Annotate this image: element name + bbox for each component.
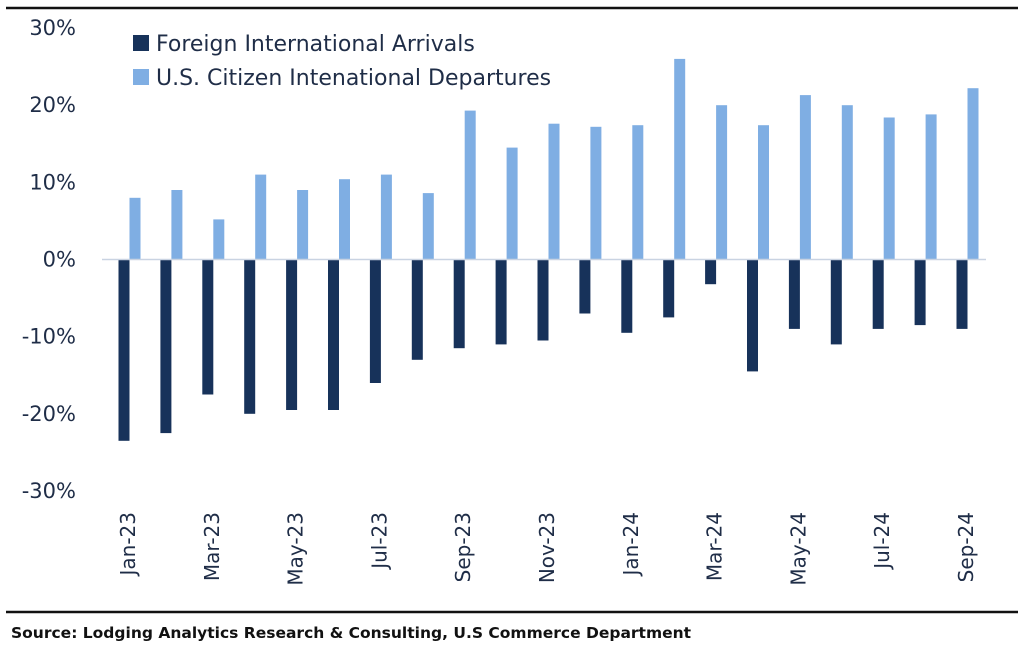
y-tick-label: -20% [22,402,76,426]
bar-us-departures [548,123,560,260]
bar-foreign-arrivals [286,259,298,410]
bar-us-departures [674,58,686,260]
x-tick-label: Nov-23 [535,512,559,583]
legend-swatch-arrivals [133,35,149,51]
x-tick-label: Jan-23 [116,512,140,578]
bar-us-departures [255,174,267,260]
bar-foreign-arrivals [411,259,423,360]
bar-foreign-arrivals [956,259,968,329]
bar-foreign-arrivals [369,259,381,383]
x-tick-label: Sep-24 [954,512,978,582]
x-tick-label: Sep-23 [451,512,475,582]
source-note: Source: Lodging Analytics Research & Con… [11,624,692,642]
bar-foreign-arrivals [705,259,717,285]
bar-us-departures [925,114,937,260]
legend-swatch-departures [133,69,149,85]
bar-us-departures [380,174,392,260]
y-tick-label: -30% [22,479,76,503]
y-axis-ticks: 30% 20% 10% 0% -10% -20% -30% [22,16,76,503]
x-tick-label: Mar-24 [703,512,727,581]
bar-us-departures [799,95,811,260]
legend-label-departures: U.S. Citizen Intenational Departures [156,66,551,91]
bar-us-departures [213,219,225,260]
bar-foreign-arrivals [914,259,926,326]
bar-us-departures [883,117,895,260]
legend: Foreign International Arrivals U.S. Citi… [133,32,551,91]
y-tick-label: -10% [22,325,76,349]
x-tick-label: May-23 [284,512,308,586]
bar-foreign-arrivals [621,259,633,333]
bar-foreign-arrivals [663,259,675,318]
bar-us-departures [506,147,518,260]
x-tick-label: Jul-24 [870,512,894,571]
bar-us-departures [590,126,602,260]
bar-foreign-arrivals [579,259,591,314]
bar-foreign-arrivals [202,259,214,395]
bar-foreign-arrivals [830,259,842,345]
bar-us-departures [716,105,728,260]
y-tick-label: 30% [29,16,76,40]
bar-us-departures [841,105,853,260]
y-tick-label: 0% [43,248,76,272]
x-tick-label: May-24 [786,512,810,586]
x-axis-ticks: Jan-23 Mar-23 May-23 Jul-23 Sep-23 Nov-23 Jan-… [116,512,978,586]
bar-us-departures [422,193,434,260]
bar-us-departures [464,110,476,260]
x-tick-label: Mar-23 [200,512,224,581]
bar-us-departures [171,190,183,260]
bar-foreign-arrivals [244,259,256,414]
bar-foreign-arrivals [328,259,339,410]
bar-foreign-arrivals [160,259,172,434]
bar-us-departures [632,125,644,260]
bar-us-departures [339,179,350,260]
bar-foreign-arrivals [453,259,465,349]
bars [118,58,979,441]
x-tick-label: Jan-24 [619,512,643,578]
y-tick-label: 10% [29,170,76,194]
bar-us-departures [297,190,309,260]
legend-label-arrivals: Foreign International Arrivals [156,32,475,57]
bar-foreign-arrivals [495,259,507,345]
bar-us-departures [967,88,979,260]
bar-us-departures [758,125,769,260]
x-tick-label: Jul-23 [367,512,391,571]
bar-us-departures [129,197,141,260]
bar-foreign-arrivals [747,259,758,372]
bar-foreign-arrivals [118,259,130,441]
bar-foreign-arrivals [537,259,549,341]
y-tick-label: 20% [29,93,76,117]
bar-foreign-arrivals [872,259,884,329]
bar-foreign-arrivals [788,259,800,329]
